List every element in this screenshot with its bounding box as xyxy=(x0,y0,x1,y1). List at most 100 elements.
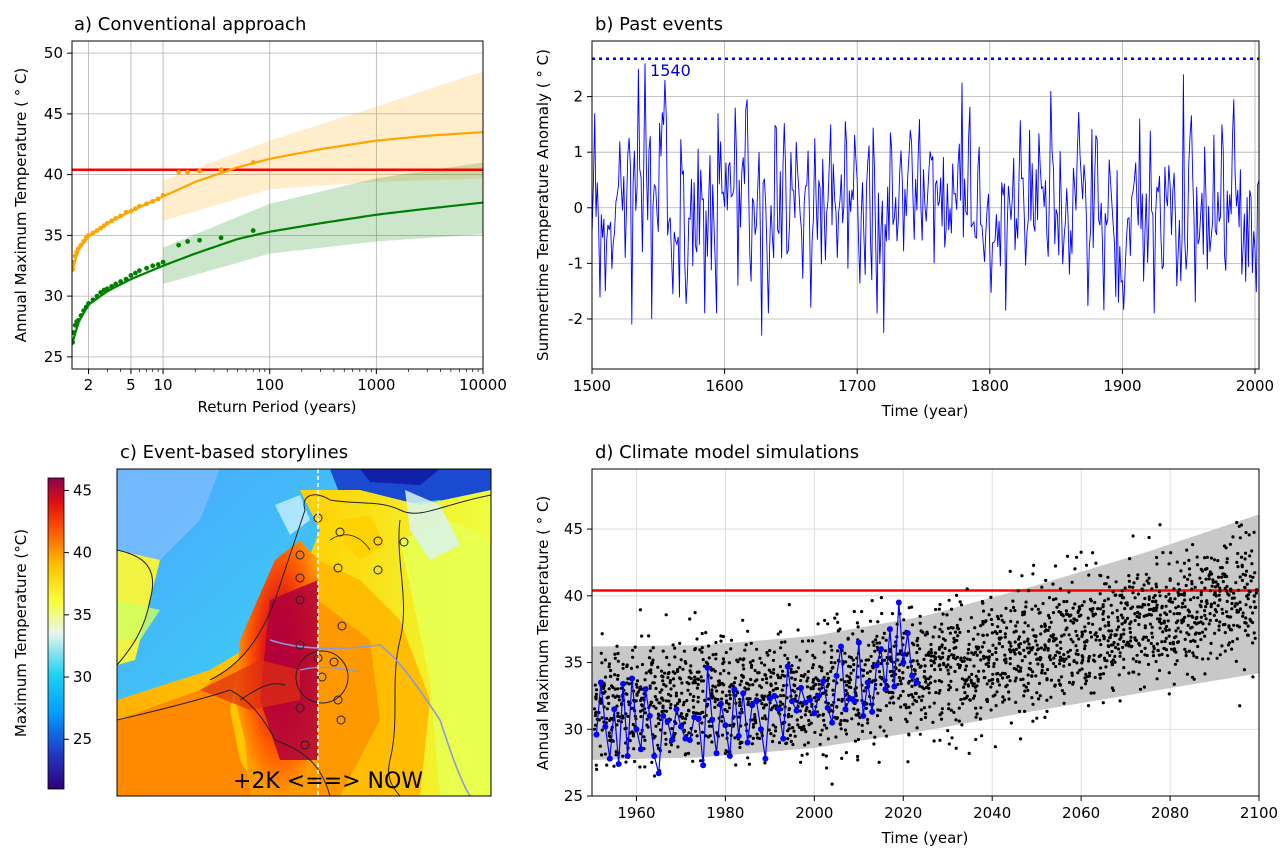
panel-d-model-point xyxy=(1133,612,1137,616)
panel-d-model-point xyxy=(1211,578,1215,582)
panel-d-model-point xyxy=(1043,715,1047,720)
panel-d-frame xyxy=(591,468,1260,797)
panel-d-model-point xyxy=(836,649,840,653)
panel-a-point-orange xyxy=(98,225,104,231)
panel-d-model-point xyxy=(980,734,984,738)
station-marker xyxy=(373,565,383,575)
panel-d-model-point xyxy=(1064,609,1068,613)
panel-d-model-point xyxy=(683,660,687,664)
panel-d-model-point xyxy=(673,646,677,650)
colorbar-tick-label: 35 xyxy=(73,606,92,624)
panel-d-model-point xyxy=(830,655,834,660)
panel-d-model-point xyxy=(807,723,811,727)
panel-d-model-point xyxy=(800,639,805,643)
panel-d-model-point xyxy=(1119,601,1123,605)
panel-d-model-point xyxy=(812,696,816,700)
station-marker xyxy=(317,672,327,682)
panel-c-title: c) Event-based storylines xyxy=(120,442,348,463)
panel-d-model-point xyxy=(649,649,653,653)
panel-d-model-point xyxy=(722,683,726,687)
panel-d-observed-point xyxy=(593,731,600,738)
panel-b-title: b) Past events xyxy=(595,14,723,35)
panel-d-model-point xyxy=(1047,616,1052,620)
panel-d-model-point xyxy=(679,658,683,662)
panel-d-model-point xyxy=(919,708,924,712)
panel-d-model-point xyxy=(722,660,726,664)
panel-d-model-point xyxy=(691,711,696,715)
panel-d-model-point xyxy=(1091,606,1095,611)
panel-d-model-point xyxy=(696,711,700,716)
panel-b-xtick-label: 1700 xyxy=(838,377,876,395)
panel-d-model-point xyxy=(1001,700,1005,704)
panel-d-model-point xyxy=(794,670,799,674)
panel-d-model-point xyxy=(1162,619,1166,623)
panel-d-model-point xyxy=(745,681,749,685)
panel-a-xtick-label: 5 xyxy=(126,376,136,394)
panel-d-model-point xyxy=(1015,620,1020,624)
panel-d-model-point xyxy=(869,731,873,735)
panel-d-model-point xyxy=(787,603,791,607)
panel-d-model-point xyxy=(1114,646,1118,650)
panel-a-point-orange xyxy=(113,215,119,221)
panel-d-model-point xyxy=(642,735,646,739)
panel-d-model-point xyxy=(1168,597,1173,601)
panel-d-observed-point xyxy=(878,646,885,653)
panel-d-model-point xyxy=(1127,579,1131,583)
panel-d-model-point xyxy=(1181,619,1186,623)
panel-d-model-point xyxy=(1082,640,1087,644)
panel-d-observed-point xyxy=(780,735,787,742)
panel-d-model-point xyxy=(957,706,961,710)
panel-d-model-point xyxy=(1099,666,1103,670)
panel-a-point-green xyxy=(160,259,166,265)
panel-d-model-point xyxy=(1243,585,1247,589)
panel-d-model-point xyxy=(1225,557,1229,561)
panel-d-model-point xyxy=(928,681,933,685)
panel-d-model-point xyxy=(1023,655,1027,659)
panel-d-model-point xyxy=(1105,651,1110,655)
panel-d-model-point xyxy=(1195,615,1199,620)
panel-d-observed-point xyxy=(713,750,720,757)
panel-d-model-point xyxy=(649,703,653,707)
panel-d-model-point xyxy=(711,684,715,688)
panel-d-observed-point xyxy=(606,755,613,762)
panel-d-model-point xyxy=(987,679,991,683)
panel-d-model-point xyxy=(593,707,597,711)
panel-b-xtick-label: 2000 xyxy=(1236,377,1274,395)
panel-d-model-point xyxy=(1031,702,1035,706)
panel-d-model-point xyxy=(1111,658,1115,662)
panel-d-model-point xyxy=(1087,654,1092,659)
panel-d-model-point xyxy=(1021,677,1025,681)
panel-a-point-green xyxy=(81,308,87,314)
panel-d-model-point xyxy=(1205,555,1209,559)
panel-a-point-green xyxy=(113,281,119,287)
panel-d-model-point xyxy=(1103,624,1107,628)
panel-d-model-point xyxy=(664,613,668,617)
panel-d-model-point xyxy=(1216,582,1220,587)
panel-d-model-point xyxy=(713,697,718,701)
panel-d-model-point xyxy=(1118,699,1122,703)
panel-d-model-point xyxy=(805,752,809,756)
panel-d-observed-point xyxy=(757,726,764,733)
panel-d-model-point xyxy=(1070,671,1074,675)
panel-d-model-point xyxy=(631,648,635,652)
panel-d-model-point xyxy=(846,636,850,640)
panel-d-model-point xyxy=(607,731,611,735)
panel-a-point-orange xyxy=(176,169,182,175)
panel-d-model-point xyxy=(1062,633,1066,637)
panel-d-model-point xyxy=(1069,619,1073,623)
panel-d-model-point xyxy=(707,656,711,660)
panel-d-model-point xyxy=(1200,581,1204,585)
panel-d-model-point xyxy=(943,646,947,651)
panel-d-model-point xyxy=(989,685,993,689)
panel-d-model-point xyxy=(967,751,971,756)
panel-d-model-point xyxy=(1214,594,1218,598)
panel-d-model-point xyxy=(1187,567,1192,571)
panel-d-model-point xyxy=(648,684,652,688)
panel-d-model-point xyxy=(1180,593,1184,597)
panel-d-model-point xyxy=(954,718,958,722)
panel-d-model-point xyxy=(1134,659,1138,664)
panel-d-model-point xyxy=(1182,561,1186,565)
panel-d-model-point xyxy=(660,674,664,678)
panel-d-model-point xyxy=(787,707,792,711)
panel-d-model-point xyxy=(1164,628,1168,633)
